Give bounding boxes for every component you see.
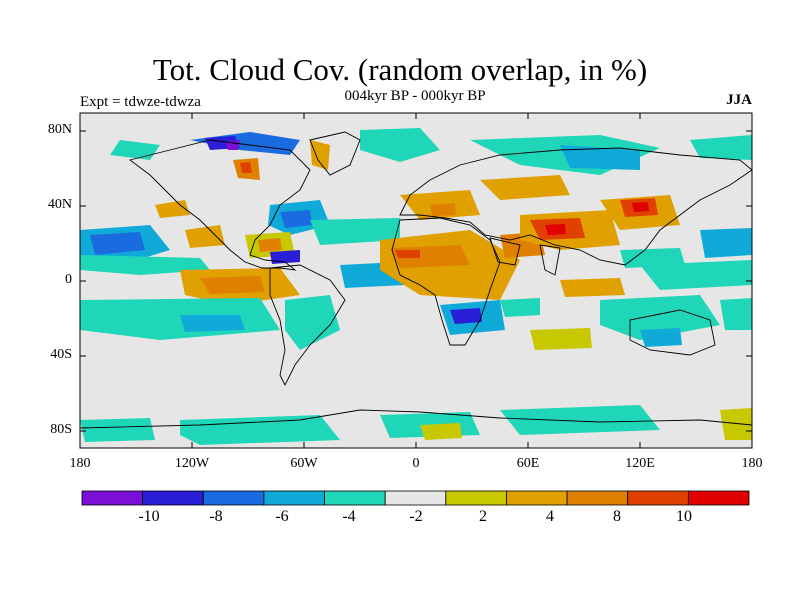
colorbar-label: 10 — [676, 508, 692, 525]
x-tick-label: 60E — [516, 456, 540, 471]
colorbar-swatch — [566, 490, 629, 506]
colorbar-swatch — [687, 490, 750, 506]
colorbar-label: -8 — [209, 508, 223, 525]
y-tick-label: 0 — [65, 272, 72, 287]
experiment-label: Expt = tdwze-tdwza — [80, 94, 201, 110]
colorbar-label: -2 — [409, 508, 423, 525]
colorbar-label: 8 — [613, 508, 621, 525]
plot-title: Tot. Cloud Cov. (random overlap, in %) — [152, 52, 648, 87]
x-tick-label: 180 — [69, 456, 91, 471]
y-tick-label: 80N — [47, 122, 72, 137]
x-tick-label: 60W — [290, 456, 318, 471]
colorbar-swatch — [324, 490, 386, 506]
x-tick-label: 120W — [174, 456, 210, 471]
y-tick-label: 40N — [47, 197, 72, 212]
colorbar-swatch — [627, 490, 689, 506]
colorbar — [81, 490, 750, 506]
colorbar-label: 2 — [479, 508, 487, 525]
x-tick-label: 0 — [412, 456, 420, 471]
colorbar-label: -6 — [275, 508, 289, 525]
colorbar-swatch — [142, 490, 204, 506]
x-tick-label: 180 — [741, 456, 763, 471]
colorbar-swatch — [445, 490, 507, 506]
colorbar-label: 4 — [546, 508, 554, 525]
y-tick-label: 40S — [50, 347, 72, 362]
colorbar-swatch — [263, 490, 325, 506]
colorbar-swatch — [506, 490, 568, 506]
x-tick-label: 120E — [625, 456, 655, 471]
tick-marks — [80, 113, 752, 448]
colorbar-swatch — [202, 490, 265, 506]
colorbar-swatch — [81, 490, 144, 506]
coastlines — [79, 131, 753, 429]
colorbar-swatch — [384, 490, 447, 506]
colorbar-label: -10 — [138, 508, 160, 525]
plot-subtitle: 004kyr BP - 000kyr BP — [344, 88, 486, 104]
colorbar-label: -4 — [342, 508, 356, 525]
season-label: JJA — [726, 92, 752, 108]
y-tick-label: 80S — [50, 422, 72, 437]
